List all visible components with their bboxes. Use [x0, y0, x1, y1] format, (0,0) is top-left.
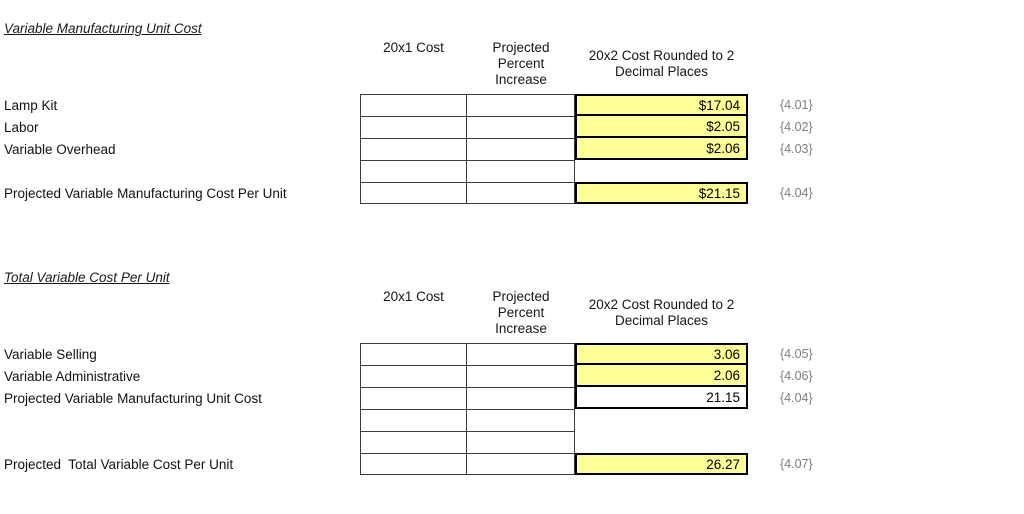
ref-code: {4.06}: [780, 369, 813, 383]
cell-percent-increase-input[interactable]: [467, 454, 574, 474]
section-variable-manufacturing-unit-cost: Variable Manufacturing Unit Cost 20x1 Co…: [0, 0, 1024, 240]
row-label-projected-variable-manufacturing-unit-cost: Projected Variable Manufacturing Unit Co…: [4, 390, 262, 406]
column-header-projected-percent-increase: Projected Percent Increase: [492, 40, 550, 87]
row-label-labor: Labor: [4, 119, 39, 135]
cell-20x1-cost-input[interactable]: [361, 344, 467, 365]
cell-20x2-cost-projected-total-variable[interactable]: 26.27: [575, 453, 748, 475]
row-label-projected-variable-manufacturing-cost-per-unit: Projected Variable Manufacturing Cost Pe…: [4, 185, 287, 201]
cell-20x2-cost-projected-manufacturing-unit-cost[interactable]: 21.15: [575, 385, 748, 409]
cell-20x2-cost-labor[interactable]: $2.05: [575, 114, 748, 138]
grid-row: [361, 139, 574, 161]
column-header-20x2-cost-rounded: 20x2 Cost Rounded to 2 Decimal Places: [588, 297, 735, 328]
cell-percent-increase-input[interactable]: [467, 139, 574, 160]
ref-code: {4.07}: [780, 457, 813, 471]
grid-row: [361, 388, 574, 410]
cell-percent-increase-input[interactable]: [467, 95, 574, 116]
row-label-variable-overhead: Variable Overhead: [4, 141, 116, 157]
column-header-20x2-cost-rounded: 20x2 Cost Rounded to 2 Decimal Places: [588, 48, 735, 79]
cell-percent-increase-input[interactable]: [467, 183, 574, 203]
cell-percent-increase-input[interactable]: [467, 117, 574, 138]
cell-20x1-cost-input[interactable]: [361, 183, 467, 203]
column-header-20x1-cost: 20x1 Cost: [383, 40, 444, 55]
cell-20x1-cost-input[interactable]: [361, 95, 467, 116]
cell-percent-increase-input[interactable]: [467, 388, 574, 409]
input-grid: [360, 94, 575, 204]
ref-code: {4.02}: [780, 120, 813, 134]
cell-20x1-cost-input[interactable]: [361, 432, 467, 453]
grid-row: [361, 344, 574, 366]
cell-percent-increase-input[interactable]: [467, 344, 574, 365]
cell-20x1-cost-input[interactable]: [361, 366, 467, 387]
ref-code: {4.03}: [780, 142, 813, 156]
cell-20x1-cost-input[interactable]: [361, 410, 467, 431]
ref-code: {4.04}: [780, 186, 813, 200]
grid-row: [361, 410, 574, 432]
column-header-20x1-cost: 20x1 Cost: [383, 289, 444, 304]
row-label-variable-selling: Variable Selling: [4, 346, 97, 362]
grid-row: [361, 95, 574, 117]
cell-percent-increase-input[interactable]: [467, 410, 574, 431]
row-label-lamp-kit: Lamp Kit: [4, 97, 58, 113]
input-grid: [360, 343, 575, 475]
row-label-variable-administrative: Variable Administrative: [4, 368, 141, 384]
cell-20x2-cost-variable-administrative[interactable]: 2.06: [575, 363, 748, 387]
column-header-projected-percent-increase: Projected Percent Increase: [492, 289, 550, 336]
ref-code: {4.05}: [780, 347, 813, 361]
grid-row: [361, 183, 574, 203]
cell-percent-increase-input[interactable]: [467, 432, 574, 453]
cell-20x1-cost-input[interactable]: [361, 117, 467, 138]
section-title: Variable Manufacturing Unit Cost: [4, 21, 202, 36]
ref-code: {4.04}: [780, 391, 813, 405]
cell-percent-increase-input[interactable]: [467, 366, 574, 387]
section-total-variable-cost-per-unit: Total Variable Cost Per Unit 20x1 Cost P…: [0, 249, 1024, 489]
cell-20x1-cost-input[interactable]: [361, 139, 467, 160]
cell-20x2-cost-lamp-kit[interactable]: $17.04: [575, 94, 748, 116]
grid-row: [361, 454, 574, 474]
section-title: Total Variable Cost Per Unit: [4, 270, 170, 285]
row-label-projected-total-variable-cost-per-unit: Projected Total Variable Cost Per Unit: [4, 456, 234, 472]
cell-20x2-cost-variable-selling[interactable]: 3.06: [575, 343, 748, 365]
cell-20x1-cost-input[interactable]: [361, 161, 467, 182]
cell-percent-increase-input[interactable]: [467, 161, 574, 182]
grid-row: [361, 366, 574, 388]
ref-code: {4.01}: [780, 98, 813, 112]
cell-20x2-cost-projected-total[interactable]: $21.15: [575, 182, 748, 204]
cell-20x1-cost-input[interactable]: [361, 454, 467, 474]
grid-row: [361, 117, 574, 139]
cell-20x1-cost-input[interactable]: [361, 388, 467, 409]
cell-20x2-cost-variable-overhead[interactable]: $2.06: [575, 136, 748, 160]
grid-row: [361, 161, 574, 183]
grid-row: [361, 432, 574, 454]
